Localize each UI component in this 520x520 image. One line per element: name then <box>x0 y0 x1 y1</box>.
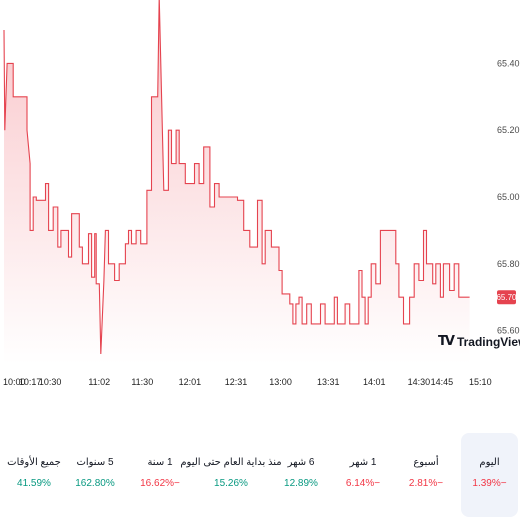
tradingview-logo-text: TradingView <box>456 334 520 349</box>
period-label: منذ بداية العام حتى اليوم <box>180 457 282 468</box>
tradingview-logo[interactable]: TV TradingView <box>438 334 520 349</box>
period-ytd[interactable]: منذ بداية العام حتى اليوم 15.26% <box>180 433 281 517</box>
x-tick-label: 10:17 <box>19 377 42 387</box>
period-1-year[interactable]: 1 سنة 16.62%− <box>130 433 190 517</box>
price-chart[interactable]: 65.40 65.20 65.00 65.80 65.60 10:0010:1710:3… <box>0 0 520 430</box>
period-label: 1 شهر <box>349 457 377 468</box>
period-value: 41.59% <box>17 478 51 489</box>
performance-periods: اليوم 1.39%− أسبوع 2.81%− 1 شهر 6.14%− 6… <box>0 433 520 517</box>
period-all-time[interactable]: جميع الأوقات 41.59% <box>2 433 66 517</box>
current-price-label: 65.70 <box>496 293 517 302</box>
period-label: أسبوع <box>413 457 439 468</box>
tradingview-logo-icon: TV <box>438 334 455 349</box>
period-value: 2.81%− <box>408 478 444 489</box>
y-tick-label: 65.80 <box>497 259 520 269</box>
period-label: 6 شهر <box>287 457 315 468</box>
period-label: اليوم <box>479 457 500 468</box>
x-tick-label: 14:01 <box>363 377 386 387</box>
x-tick-label: 13:31 <box>317 377 340 387</box>
y-tick-label: 65.20 <box>497 125 520 135</box>
period-label: 1 سنة <box>147 457 173 468</box>
x-tick-label: 10:30 <box>39 377 62 387</box>
period-value: 16.62%− <box>140 478 180 489</box>
period-1-month[interactable]: 1 شهر 6.14%− <box>333 433 393 517</box>
period-label: 5 سنوات <box>76 457 114 468</box>
price-line <box>3 0 470 355</box>
y-tick-label: 65.00 <box>497 192 520 202</box>
x-tick-label: 12:31 <box>225 377 248 387</box>
period-label: جميع الأوقات <box>7 457 61 468</box>
period-5-years[interactable]: 5 سنوات 162.80% <box>64 433 126 517</box>
y-tick-label: 65.40 <box>497 58 520 68</box>
period-6-months[interactable]: 6 شهر 12.89% <box>270 433 332 517</box>
period-week[interactable]: أسبوع 2.81%− <box>396 433 456 517</box>
current-price-badge: 65.70 <box>496 290 517 305</box>
x-tick-label: 12:01 <box>179 377 202 387</box>
x-tick-label: 15:10 <box>469 377 492 387</box>
period-value: 1.39%− <box>472 478 507 489</box>
x-tick-label: 10:00 <box>3 377 26 387</box>
y-tick-label: 65.60 <box>497 326 520 336</box>
x-tick-label: 13:00 <box>269 377 292 387</box>
x-tick-label: 11:30 <box>131 377 153 387</box>
period-value: 15.26% <box>214 478 248 489</box>
y-axis: 65.40 65.20 65.00 65.80 65.60 <box>497 58 520 335</box>
period-today[interactable]: اليوم 1.39%− <box>461 433 518 517</box>
period-value: 12.89% <box>284 478 318 489</box>
x-tick-label: 14:45 <box>431 377 454 387</box>
x-tick-label: 11:02 <box>88 377 110 387</box>
x-tick-label: 14:30 <box>408 377 431 387</box>
period-value: 6.14%− <box>345 478 381 489</box>
period-value: 162.80% <box>75 478 115 489</box>
price-area-fill <box>4 0 470 364</box>
